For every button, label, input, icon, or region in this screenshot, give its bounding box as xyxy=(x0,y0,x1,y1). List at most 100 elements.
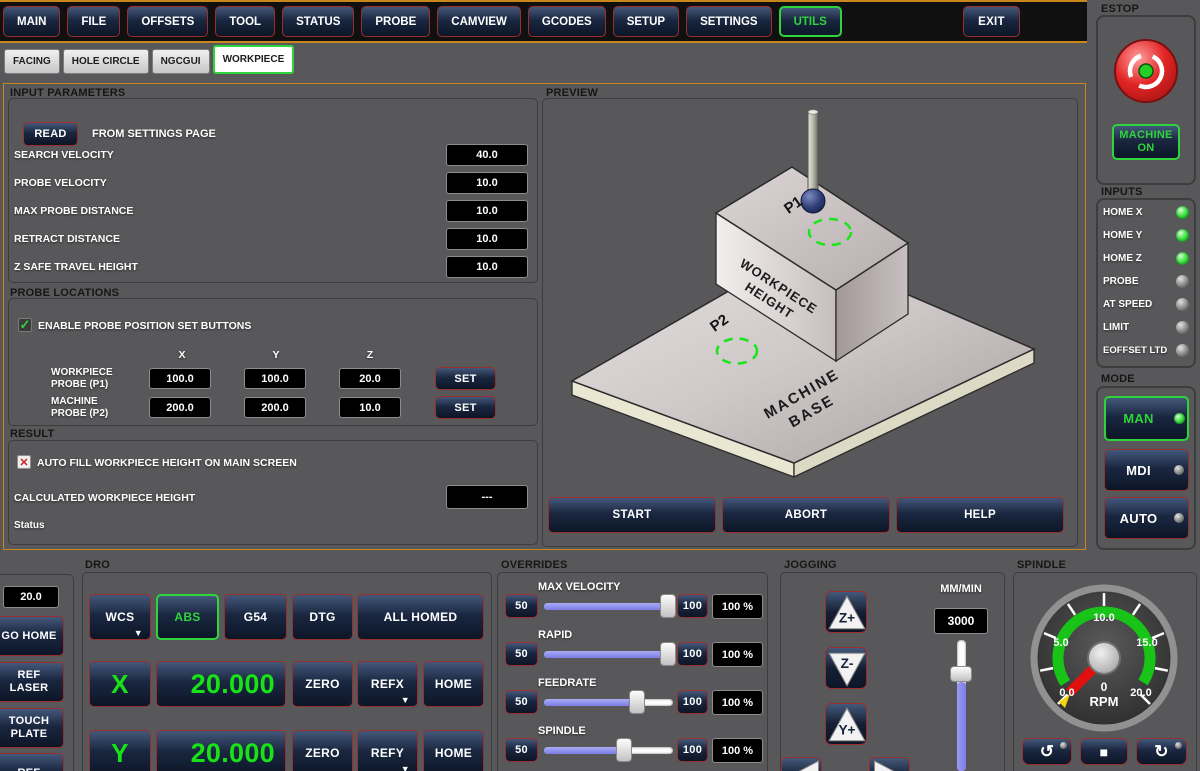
feedrate-50-button[interactable]: 50 xyxy=(505,690,538,714)
start-button[interactable]: START xyxy=(548,497,716,533)
touch-plate-button[interactable]: TOUCH PLATE xyxy=(0,708,64,748)
nav-settings[interactable]: SETTINGS xyxy=(686,6,772,37)
tab-facing[interactable]: FACING xyxy=(4,49,60,74)
ref-button[interactable]: REF xyxy=(0,753,64,771)
search-velocity-input[interactable]: 40.0 xyxy=(446,144,528,166)
nav-gcodes[interactable]: GCODES xyxy=(527,6,606,37)
p2-y-input[interactable]: 200.0 xyxy=(244,397,306,418)
nav-offsets[interactable]: OFFSETS xyxy=(127,6,209,37)
mode-auto-button[interactable]: AUTO xyxy=(1104,497,1189,539)
rapid-100-button[interactable]: 100 xyxy=(677,642,708,666)
ref-laser-button[interactable]: REF LASER xyxy=(0,662,64,702)
autofill-checkbox[interactable]: ✕ xyxy=(17,455,31,469)
y-axis-label[interactable]: Y xyxy=(89,730,151,771)
preview-box xyxy=(542,98,1078,547)
exit-button[interactable]: EXIT xyxy=(963,6,1020,37)
feedrate-slider[interactable] xyxy=(544,690,673,714)
nav-main[interactable]: MAIN xyxy=(3,6,61,37)
spindle-100-button[interactable]: 100 xyxy=(677,738,708,762)
max-probe-distance-input[interactable]: 10.0 xyxy=(446,200,528,222)
slider-handle[interactable] xyxy=(615,738,632,762)
input-home-y: HOME Y xyxy=(1103,230,1143,241)
p2-z-input[interactable]: 10.0 xyxy=(339,397,401,418)
nav-setup[interactable]: SETUP xyxy=(612,6,680,37)
param-label: MAX PROBE DISTANCE xyxy=(14,205,134,217)
jog-z-plus-button[interactable]: Z+ xyxy=(825,591,867,633)
slider-handle[interactable] xyxy=(659,594,676,618)
slider-handle[interactable] xyxy=(659,642,676,666)
mdi-led xyxy=(1174,465,1184,475)
max-velocity-100-button[interactable]: 100 xyxy=(677,594,708,618)
gauge-tick-15: 15.0 xyxy=(1136,637,1157,649)
jog-x-minus-button[interactable]: X- xyxy=(781,757,822,771)
rapid-slider[interactable] xyxy=(544,642,676,666)
p2-set-button[interactable]: SET xyxy=(435,396,496,419)
go-home-button[interactable]: GO HOME xyxy=(0,616,64,656)
x-ref-dropdown[interactable]: REFX ▼ xyxy=(357,661,418,707)
tab-hole-circle[interactable]: HOLE CIRCLE xyxy=(62,49,149,74)
mode-title: MODE xyxy=(1101,373,1135,385)
rapid-50-button[interactable]: 50 xyxy=(505,642,538,666)
spindle-stop-button[interactable]: ■ xyxy=(1080,738,1128,765)
inputs-box xyxy=(1096,198,1196,368)
max-velocity-slider[interactable] xyxy=(544,594,676,618)
gauge-zero-marker xyxy=(1059,694,1070,708)
workpiece-page xyxy=(3,83,1086,550)
probe-velocity-input[interactable]: 10.0 xyxy=(446,172,528,194)
abs-button[interactable]: ABS xyxy=(156,594,219,640)
g54-button[interactable]: G54 xyxy=(224,594,287,640)
x-dro-readout: 20.000 xyxy=(156,661,286,707)
enable-probe-checkbox[interactable]: ✓ xyxy=(18,317,32,332)
nav-file[interactable]: FILE xyxy=(67,6,121,37)
slider-handle[interactable] xyxy=(950,666,972,683)
retract-distance-input[interactable]: 10.0 xyxy=(446,228,528,250)
nav-camview[interactable]: CAMVIEW xyxy=(437,6,521,37)
tab-ngcgui[interactable]: NGCGUI xyxy=(151,49,210,74)
x-home-button[interactable]: HOME xyxy=(423,661,484,707)
param-label: PROBE VELOCITY xyxy=(14,177,107,189)
p1-y-input[interactable]: 100.0 xyxy=(244,368,306,389)
input-at-speed: AT SPEED xyxy=(1103,299,1153,310)
jog-rate-slider[interactable] xyxy=(950,640,972,771)
slider-handle[interactable] xyxy=(628,690,645,714)
slider-fill xyxy=(544,699,637,706)
x-zero-button[interactable]: ZERO xyxy=(292,661,353,707)
spindle-ccw-button[interactable]: ↺ xyxy=(1022,738,1072,765)
read-button[interactable]: READ xyxy=(23,122,78,146)
spindle-50-button[interactable]: 50 xyxy=(505,738,538,762)
p1-set-button[interactable]: SET xyxy=(435,367,496,390)
jog-y-plus-button[interactable]: Y+ xyxy=(825,703,867,745)
nav-probe[interactable]: PROBE xyxy=(361,6,431,37)
abort-button[interactable]: ABORT xyxy=(722,497,890,533)
x-axis-label[interactable]: X xyxy=(89,661,151,707)
jog-rate-value[interactable]: 3000 xyxy=(934,608,988,634)
help-button[interactable]: HELP xyxy=(896,497,1064,533)
y-zero-button[interactable]: ZERO xyxy=(292,730,353,771)
all-homed-button[interactable]: ALL HOMED xyxy=(357,594,484,640)
nav-utils[interactable]: UTILS xyxy=(778,6,842,37)
dtg-button[interactable]: DTG xyxy=(292,594,353,640)
jog-z-minus-button[interactable]: Z- xyxy=(825,647,867,689)
wcs-dropdown[interactable]: WCS ▼ xyxy=(89,594,151,640)
machine-on-button[interactable]: MACHINE ON xyxy=(1112,124,1180,160)
spindle-slider[interactable] xyxy=(544,738,673,762)
svg-text:Z+: Z+ xyxy=(839,610,855,625)
p1-x-input[interactable]: 100.0 xyxy=(149,368,211,389)
nav-tool[interactable]: TOOL xyxy=(215,6,276,37)
z-safe-height-input[interactable]: 10.0 xyxy=(446,256,528,278)
p1-z-input[interactable]: 20.0 xyxy=(339,368,401,389)
y-home-button[interactable]: HOME xyxy=(423,730,484,771)
param-label: SEARCH VELOCITY xyxy=(14,149,114,161)
p2-x-input[interactable]: 200.0 xyxy=(149,397,211,418)
nav-status[interactable]: STATUS xyxy=(282,6,355,37)
feedrate-100-button[interactable]: 100 xyxy=(677,690,708,714)
result-box xyxy=(8,440,538,545)
row-label: PROBE (P1) xyxy=(51,379,109,390)
tab-workpiece[interactable]: WORKPIECE xyxy=(212,45,295,74)
jogging-title: JOGGING xyxy=(784,559,837,571)
estop-button[interactable] xyxy=(1112,37,1180,105)
max-velocity-50-button[interactable]: 50 xyxy=(505,594,538,618)
left-dock-value[interactable]: 20.0 xyxy=(3,586,59,608)
jog-x-plus-button[interactable]: X+ xyxy=(869,757,910,771)
y-ref-dropdown[interactable]: REFY ▼ xyxy=(357,730,418,771)
